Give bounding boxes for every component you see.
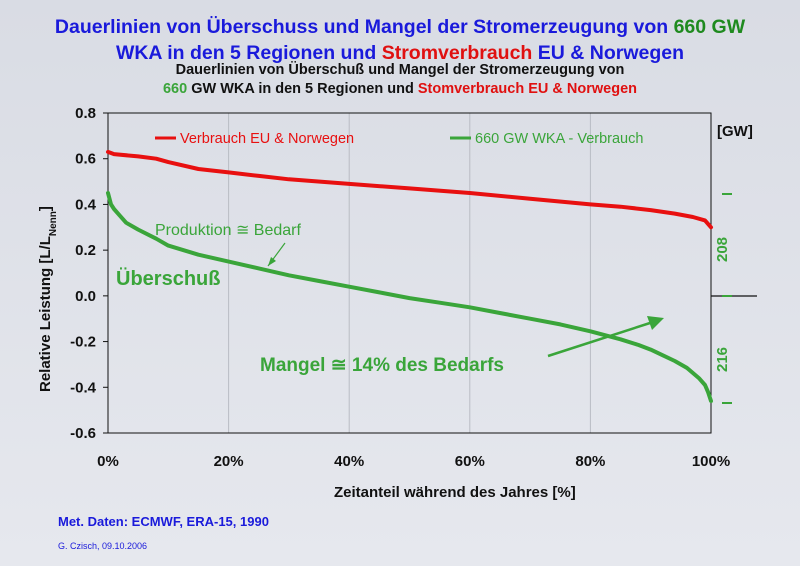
x-tick-label: 80% [575,453,605,470]
y-tick-label: 0.4 [75,196,97,213]
gw-deficit-value: 216 [714,347,731,372]
slide-title: Dauerlinien von Überschuss und Mangel de… [0,14,800,66]
chart-subtitle: Dauerlinien von Überschuß und Mangel der… [0,61,800,99]
y-axis-label: Relative Leistung [L/LNenn] [37,206,59,392]
data-source: Met. Daten: ECMWF, ERA-15, 1990 [58,514,269,529]
title-line-2: WKA in den 5 Regionen und Stromverbrauch… [0,40,800,66]
x-axis-ticks: 0% 20% 40% 60% 80% 100% [97,453,730,470]
title-line-1: Dauerlinien von Überschuss und Mangel de… [0,14,800,40]
x-tick-label: 60% [455,453,485,470]
y-tick-label: 0.2 [75,242,96,259]
x-tick-label: 40% [334,453,364,470]
chart-series [106,149,713,403]
annotation-surplus: Überschuß [116,267,220,290]
title-region: EU & Norwegen [537,42,685,64]
series-wind-minus-consumption-line [106,191,713,403]
annotation-deficit: Mangel ≅ 14% des Bedarfs [260,355,504,376]
right-axis: [GW] 208 216 [711,123,757,404]
x-tick-label: 0% [97,453,119,470]
chart-legend: Verbrauch EU & Norwegen 660 GW WKA - Ver… [155,131,643,147]
series-consumption-line [106,149,713,230]
deficit-arrow-line [547,321,651,358]
author-date: G. Czisch, 09.10.2006 [58,541,148,551]
subtitle-consumption: Stomverbrauch EU & Norwegen [417,81,638,97]
subtitle-text: GW WKA in den 5 Regionen und [191,81,414,97]
y-tick-label: 0.0 [75,288,96,305]
legend-label-wind: 660 GW WKA - Verbrauch [475,131,643,147]
title-capacity: 660 GW [673,16,746,38]
annotation-production-equals-demand: Produktion ≅ Bedarf [155,222,301,239]
gw-unit-label: [GW] [717,123,753,140]
y-tick-label: -0.6 [70,425,96,442]
subtitle-line-2: 660 GW WKA in den 5 Regionen und Stomver… [0,80,800,99]
title-line-1-text: Dauerlinien von Überschuss und Mangel de… [54,16,669,38]
x-tick-label: 100% [692,453,730,470]
annotation-pointer-arrowhead [268,257,276,266]
y-tick-label: 0.6 [75,151,96,168]
title-consumption: Stromverbrauch [381,42,533,64]
plot-area-frame [107,112,712,434]
y-tick-label: -0.2 [70,334,96,351]
x-tick-label: 20% [214,453,244,470]
subtitle-line-1: Dauerlinien von Überschuß und Mangel der… [175,62,625,78]
y-tick-label: -0.4 [70,379,97,396]
x-axis-label: Zeitanteil während des Jahres [%] [334,484,576,501]
subtitle-capacity: 660 [162,81,188,97]
legend-label-consumption: Verbrauch EU & Norwegen [180,131,354,147]
deficit-arrow-head [647,316,664,330]
y-axis-ticks: 0.8 0.6 0.4 0.2 0.0 -0.2 -0.4 -0.6 [70,105,108,442]
chart-grid [228,113,591,433]
chart-annotations: Produktion ≅ Bedarf Überschuß Mangel ≅ 1… [116,222,664,376]
gw-surplus-value: 208 [714,237,731,262]
title-line-2-text: WKA in den 5 Regionen und [115,42,377,64]
y-tick-label: 0.8 [75,105,96,122]
